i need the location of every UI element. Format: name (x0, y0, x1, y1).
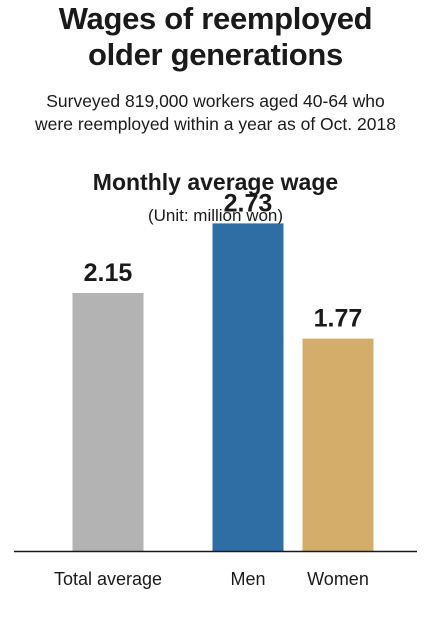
page-subtitle-line-2: were reemployed within a year as of Oct.… (35, 114, 396, 134)
bar-men (212, 223, 284, 551)
page-title-line-1: Wages of reemployed (58, 1, 373, 36)
page-title-line-2: older generations (87, 37, 343, 72)
category-label: Men (230, 569, 265, 589)
bar-total-average (72, 293, 144, 551)
category-label: Total average (54, 569, 162, 589)
value-label: 2.73 (224, 189, 273, 217)
category-label: Women (307, 569, 369, 589)
chart-unit-label: (Unit: million won) (147, 206, 284, 225)
value-label: 1.77 (314, 305, 363, 333)
bar-women (302, 338, 374, 551)
chart-title: Monthly average wage (92, 169, 339, 195)
value-label: 2.15 (84, 259, 133, 287)
page-subtitle-line-1: Surveyed 819,000 workers aged 40-64 who (46, 91, 385, 111)
